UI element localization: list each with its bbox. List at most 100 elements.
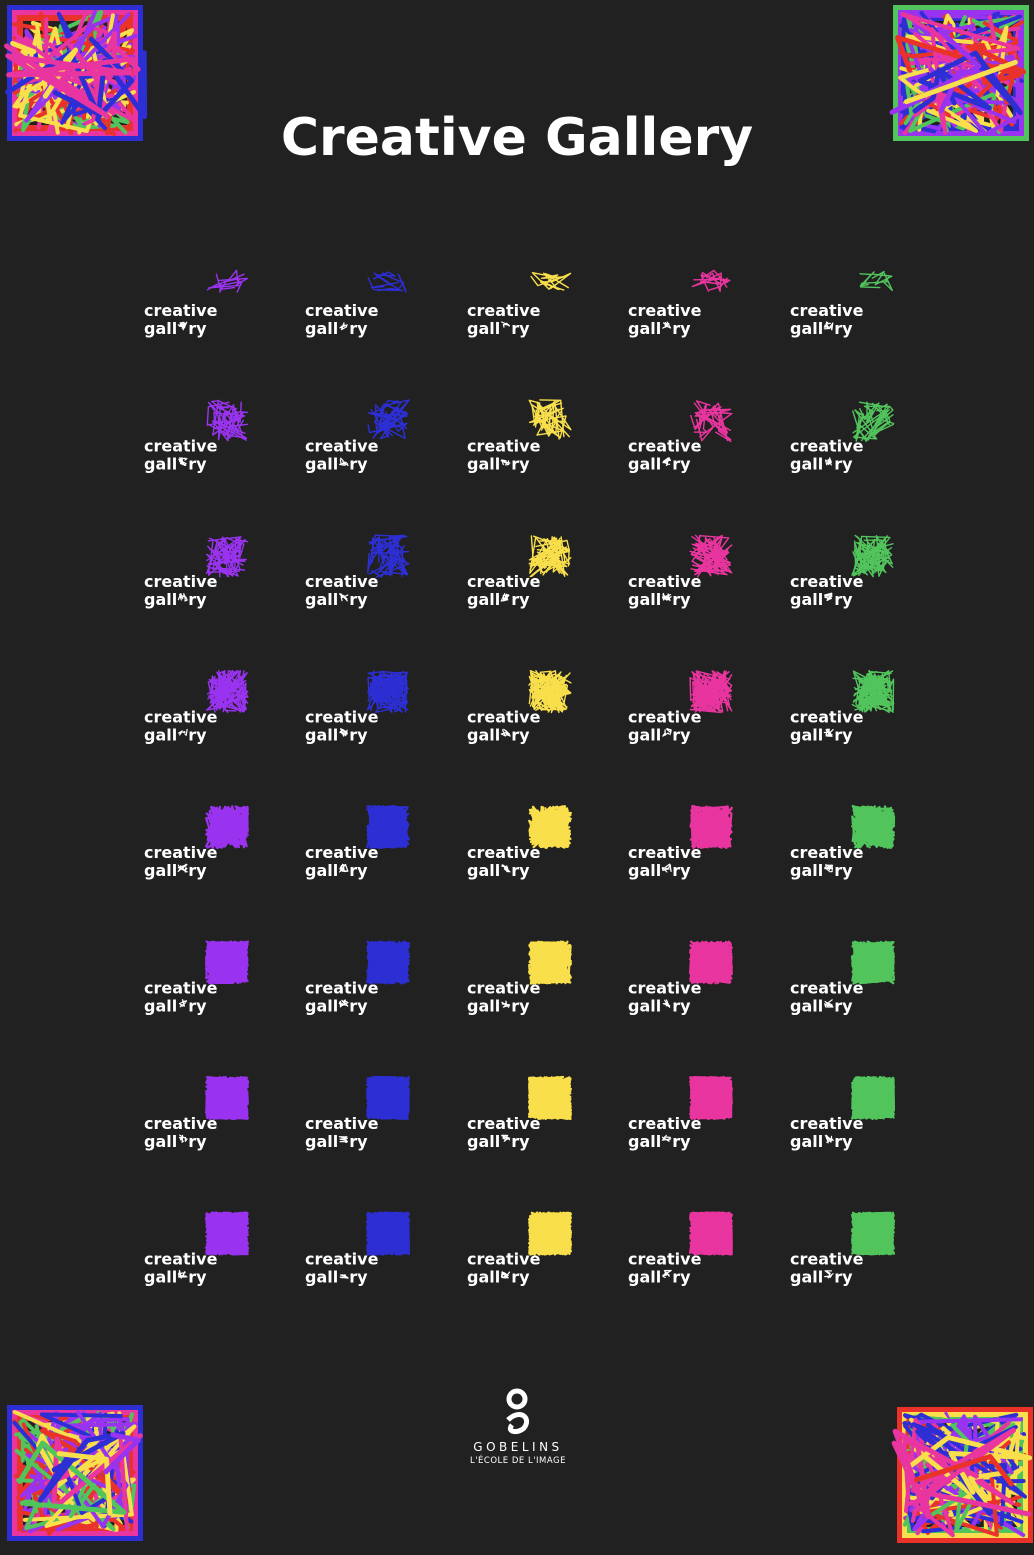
logo-line2-end: ry bbox=[834, 1132, 853, 1151]
logo-line2: gall ry bbox=[467, 590, 530, 609]
scribble-stroke bbox=[872, 685, 893, 692]
logo-line1: creative bbox=[790, 843, 864, 862]
scribble-stroke bbox=[661, 1136, 670, 1142]
scribble-stroke bbox=[215, 1213, 242, 1254]
logo-line2-end: ry bbox=[349, 1132, 368, 1151]
logo-line2-start: gall bbox=[628, 455, 661, 474]
scribble-stroke bbox=[530, 805, 565, 844]
scribble-stroke bbox=[181, 999, 185, 1007]
scribble-stroke bbox=[694, 681, 727, 703]
scribble-stroke bbox=[903, 59, 1018, 105]
logo-line1: creative bbox=[790, 1250, 864, 1269]
scribble-stroke bbox=[825, 1134, 831, 1142]
scribble-stroke bbox=[528, 1090, 566, 1121]
logo-line2: gall ry bbox=[305, 590, 368, 609]
corner-artwork bbox=[889, 5, 1029, 141]
scribble-stroke bbox=[502, 593, 510, 601]
logo-line2-start: gall bbox=[144, 861, 177, 880]
scribble-stroke bbox=[540, 272, 572, 289]
scribble-stroke bbox=[208, 955, 242, 979]
logo-line2-end: ry bbox=[834, 861, 853, 880]
scribble-stroke bbox=[209, 1212, 245, 1243]
logo-line2-start: gall bbox=[305, 590, 338, 609]
scribble-stroke bbox=[531, 672, 556, 708]
logo-line2-start: gall bbox=[467, 455, 500, 474]
scribble-stroke bbox=[862, 1078, 886, 1116]
logo-line1: creative bbox=[305, 1114, 379, 1133]
logo-line1: creative bbox=[305, 979, 379, 998]
scribble-stroke bbox=[542, 546, 569, 576]
scribble-stroke bbox=[856, 950, 885, 983]
scribble-stroke bbox=[694, 544, 733, 576]
scribble-stroke bbox=[697, 676, 711, 710]
logo-line2-start: gall bbox=[790, 455, 823, 474]
logo-line2: gall ry bbox=[790, 1132, 853, 1151]
logo-line2-start: gall bbox=[144, 1268, 177, 1287]
scribble-stroke bbox=[853, 813, 896, 849]
logo-line1: creative bbox=[305, 843, 379, 862]
scribble-stroke bbox=[383, 819, 397, 832]
logo-line2-end: ry bbox=[834, 726, 853, 745]
scribble-stroke bbox=[691, 272, 723, 292]
scribble-stroke bbox=[529, 536, 563, 575]
logo-line1: creative bbox=[628, 437, 702, 456]
logo-line2: gall ry bbox=[790, 726, 853, 745]
logo-line2-end: ry bbox=[511, 319, 530, 338]
scribble-stroke bbox=[854, 1086, 894, 1117]
scribble-stroke bbox=[867, 673, 888, 708]
scribble-stroke bbox=[860, 535, 891, 572]
scribble-stroke bbox=[852, 1086, 891, 1116]
logo-line2-start: gall bbox=[790, 726, 823, 745]
scribble-stroke bbox=[229, 806, 248, 833]
scribble-stroke bbox=[664, 863, 672, 872]
scribble-stroke bbox=[208, 831, 222, 849]
logo-line2: gall ry bbox=[144, 1268, 207, 1287]
scribble-stroke bbox=[367, 422, 408, 434]
scribble-stroke bbox=[931, 1423, 983, 1533]
scribble-stroke bbox=[179, 593, 185, 598]
scribble-stroke bbox=[535, 539, 570, 567]
logo-line2: gall ry bbox=[467, 997, 530, 1016]
scribble-stroke bbox=[504, 865, 509, 873]
logo-line2: gall ry bbox=[467, 726, 530, 745]
logo-line2-start: gall bbox=[467, 1268, 500, 1287]
scribble-stroke bbox=[370, 281, 399, 289]
scribble-stroke bbox=[857, 941, 894, 963]
logo-line2-start: gall bbox=[628, 861, 661, 880]
logo-line2-end: ry bbox=[511, 861, 530, 880]
scribble-stroke bbox=[179, 1000, 188, 1008]
scribble-stroke bbox=[528, 964, 565, 985]
scribble-stroke bbox=[210, 805, 222, 849]
logo-line1: creative bbox=[144, 843, 218, 862]
scribble-stroke bbox=[854, 1085, 889, 1112]
scribble-stroke bbox=[205, 1241, 247, 1256]
logo-line2: gall ry bbox=[305, 1268, 368, 1287]
scribble-stroke bbox=[538, 807, 570, 847]
scribble-stroke bbox=[690, 958, 715, 984]
scribble-stroke bbox=[501, 459, 507, 466]
logo-line2-end: ry bbox=[672, 997, 691, 1016]
scribble-stroke bbox=[662, 322, 670, 329]
scribble-stroke bbox=[698, 550, 731, 573]
scribble-stroke bbox=[531, 272, 565, 291]
logo-line2-start: gall bbox=[790, 861, 823, 880]
logo-line1: creative bbox=[144, 572, 218, 591]
scribble-stroke bbox=[340, 863, 349, 873]
scribble-stroke bbox=[708, 277, 728, 291]
scribble-stroke bbox=[207, 541, 227, 576]
scribble-stroke bbox=[207, 399, 244, 437]
logo-line2-end: ry bbox=[672, 319, 691, 338]
logo-line2: gall ry bbox=[144, 319, 207, 338]
scribble-stroke bbox=[823, 728, 832, 737]
scribble-stroke bbox=[829, 457, 832, 463]
logo-line2-end: ry bbox=[188, 590, 207, 609]
scribble-stroke bbox=[913, 1454, 1014, 1487]
scribble-stroke bbox=[984, 1462, 1008, 1527]
scribble-stroke bbox=[859, 275, 891, 289]
